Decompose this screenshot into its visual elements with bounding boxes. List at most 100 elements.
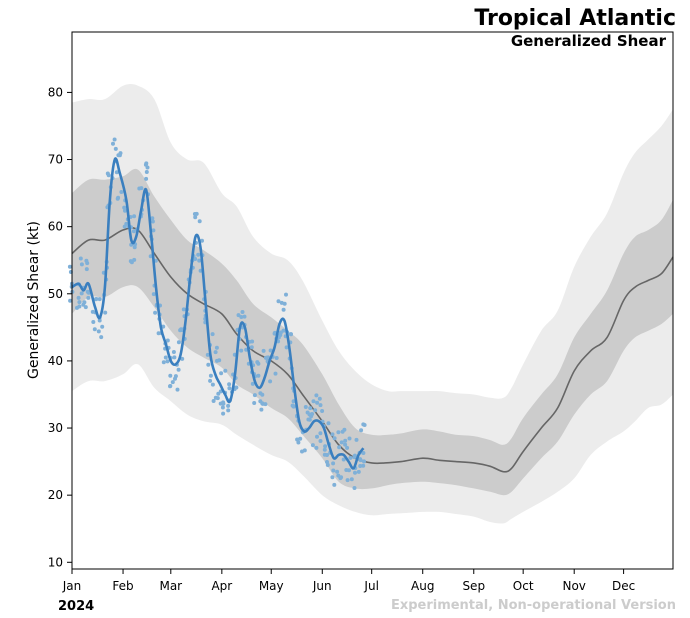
x-tick-label: Sep [462,579,485,593]
observation-point [170,380,175,385]
observation-point [210,332,215,337]
observation-point [268,379,273,384]
observation-point [172,355,177,360]
observation-point [78,256,83,261]
observation-point [331,468,336,473]
observation-point [345,445,350,450]
observation-point [144,170,149,174]
y-tick-label: 10 [48,555,63,569]
observation-point [356,469,361,474]
observation-point [306,417,311,422]
observation-point [252,393,257,398]
observation-point [91,320,96,324]
observation-point [150,219,155,224]
x-tick-label: Apr [211,579,232,593]
plot-frame [71,31,674,570]
observation-point [362,423,367,427]
observation-point [194,211,199,216]
x-tick-label: Jan [62,579,82,593]
observation-point [311,399,316,404]
observation-point [96,329,101,334]
observation-point [326,421,331,426]
observation-point [111,141,115,146]
observation-point [223,368,228,373]
observation-point [336,473,341,478]
observation-point [90,309,95,314]
observation-point [260,401,265,406]
observation-point [103,310,108,315]
observed-2024-line [71,157,365,470]
observation-point [131,229,136,234]
observation-point [361,463,366,468]
observation-point [151,228,156,233]
observation-point [354,437,359,442]
x-axis: Jan Feb Mar Apr May Jun Jul Aug Sep Oct Nov Dec [62,569,635,593]
observation-point [220,405,225,410]
y-axis-label: Generalized Shear (kt) [26,221,42,379]
x-tick-label: Feb [112,579,133,593]
observation-point [318,439,323,443]
observation-point [79,262,84,267]
y-tick-label: 60 [48,220,63,234]
observation-point [145,165,150,170]
y-tick-label: 30 [48,421,63,435]
observation-point [114,170,119,175]
observation-point [261,348,266,353]
chart-subtitle: Generalized Shear [511,32,667,50]
observation-point [342,427,347,432]
observation-point [273,371,278,376]
y-tick-label: 50 [48,287,63,301]
observation-point [179,327,184,332]
observation-point [296,440,301,445]
observation-point [325,463,330,467]
x-tick-label: Oct [513,579,534,593]
x-tick-label: Nov [562,579,585,593]
observation-point [168,373,173,378]
observation-point [318,403,323,408]
observation-point [77,300,82,305]
observation-point [206,362,211,367]
x-tick-label: Jul [363,579,378,593]
observation-point [176,340,181,345]
observation-point [336,430,341,435]
observation-point [100,324,105,329]
observation-point [358,464,363,468]
observation-point [332,482,337,487]
observation-point [348,455,353,460]
observation-point [359,428,364,433]
observation-point [97,318,102,323]
observation-point [290,403,295,408]
observation-point [332,436,337,441]
observation-point [347,468,351,473]
observation-point [215,396,220,401]
observation-point [132,257,137,262]
observation-point [128,259,133,264]
observation-point [291,399,296,404]
observation-point [181,307,186,312]
observation-point [249,345,254,350]
observation-point [196,252,201,257]
observation-point [361,451,366,455]
observation-point [221,411,226,416]
observation-point [343,442,348,447]
observation-point [214,345,219,350]
observation-point [151,292,156,297]
observation-point [256,361,261,366]
observation-point [168,384,173,388]
observation-point [272,330,277,335]
observation-point [281,328,286,333]
observation-point [239,348,244,353]
observation-point [81,302,86,307]
observation-point [115,196,120,201]
observation-point [252,401,257,405]
observation-point [205,352,210,357]
observation-point [310,443,315,448]
observation-point [217,358,222,363]
observation-point [211,399,216,403]
observation-point [362,459,366,464]
observation-point [117,153,122,158]
observation-point [284,292,288,297]
y-axis: 10 20 30 40 50 60 70 80 [48,85,72,569]
y-tick-label: 20 [48,488,63,502]
observation-point [226,403,231,408]
